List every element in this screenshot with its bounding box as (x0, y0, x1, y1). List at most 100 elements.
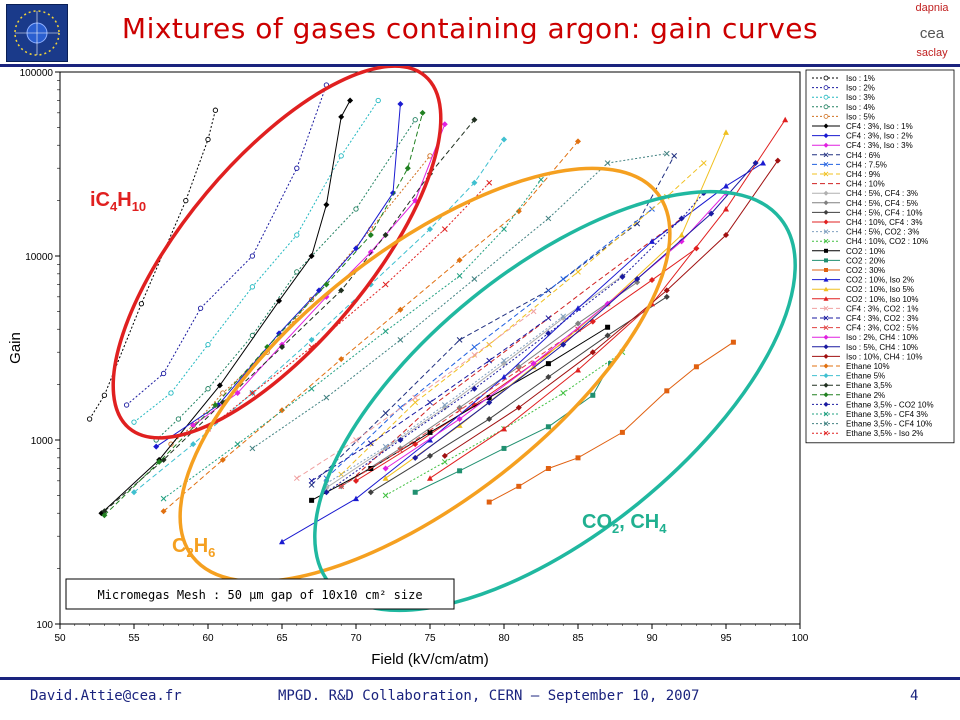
legend-label: CF4 : 3%, CO2 : 1% (846, 304, 918, 313)
x-tick-label: 100 (792, 633, 809, 644)
legend-marker (823, 152, 829, 158)
data-point (427, 399, 433, 406)
legend-box (805, 69, 955, 444)
data-point (160, 495, 167, 502)
data-point (456, 273, 463, 279)
legend-label: CH4 : 5%, CF4 : 5% (846, 199, 918, 208)
data-point (293, 475, 300, 482)
data-point (308, 482, 315, 488)
data-point (427, 437, 433, 443)
legend-label: CF4 : 3%, CO2 : 3% (846, 314, 918, 323)
data-point (309, 497, 315, 503)
legend-marker (823, 133, 829, 139)
legend-label: CH4 : 6% (846, 151, 880, 160)
series-line (101, 100, 351, 514)
series-20 (486, 339, 736, 505)
series-line (340, 281, 638, 487)
series-34 (323, 189, 707, 496)
legend-label: Iso : 5% (846, 112, 875, 121)
series-line (104, 119, 475, 512)
data-point (456, 257, 463, 264)
data-point (671, 153, 678, 159)
data-point (560, 341, 567, 348)
data-point (427, 452, 433, 459)
data-point (205, 341, 211, 348)
data-point (663, 293, 670, 300)
footer-email: David.Attie@cea.fr (30, 688, 182, 704)
data-point (160, 508, 167, 515)
data-point (220, 390, 226, 396)
data-point (456, 407, 463, 414)
data-point (153, 443, 160, 450)
data-point (501, 425, 507, 432)
data-point (382, 281, 389, 288)
data-point (604, 332, 611, 339)
data-point (168, 441, 174, 447)
legend-marker (823, 353, 829, 359)
data-point (216, 382, 223, 389)
data-point (308, 385, 315, 392)
gain-chart: 50 55 60 65 70 75 80 85 90 95 100 100 1000 10000 10000… (7, 66, 955, 668)
legend-label: Iso : 2% (846, 84, 875, 93)
series-16 (323, 313, 567, 487)
data-point (457, 468, 463, 474)
legend-label: CH4 : 5%, CF4 : 3% (846, 189, 918, 198)
data-point (86, 416, 93, 422)
data-point (249, 284, 256, 290)
legend-label: CF4 : 3%, Iso : 1% (846, 122, 913, 131)
annotation-c2h6: C2H6 (172, 535, 215, 560)
legend-label: Ethane 3,5% - CO2 10% (846, 400, 934, 409)
logo-line-saclay: saclay (916, 47, 948, 59)
legend-label: Ethane 5% (846, 372, 885, 381)
data-point (338, 483, 345, 490)
footer-page-number: 4 (910, 688, 919, 704)
legend-marker (823, 277, 829, 282)
data-point (515, 404, 522, 411)
data-point (575, 269, 581, 275)
data-point (471, 385, 478, 392)
legend-marker (823, 315, 829, 321)
data-point (575, 367, 581, 373)
data-point (353, 245, 359, 252)
x-tick-label: 70 (350, 633, 362, 644)
data-point (249, 253, 256, 259)
data-point (412, 489, 418, 495)
series-line (326, 208, 653, 479)
data-point (663, 150, 670, 157)
x-tick-label: 80 (498, 633, 510, 644)
data-point (101, 508, 108, 515)
legend-marker (823, 334, 829, 340)
legend-marker (823, 190, 829, 196)
data-point (382, 475, 389, 481)
legend-label: Iso : 4% (846, 103, 875, 112)
x-tick-label: 95 (720, 633, 732, 644)
series-line (89, 110, 216, 420)
legend-marker (823, 229, 829, 234)
series-line (163, 140, 579, 512)
legend-marker (823, 411, 829, 417)
series-11 (355, 218, 682, 477)
legend-marker (824, 258, 828, 263)
data-point (308, 336, 315, 343)
legend-label: Iso : 3% (846, 93, 875, 102)
data-point (382, 445, 389, 452)
data-point (471, 179, 478, 186)
series-line (444, 160, 779, 457)
legend-label: CO2 : 10%, Iso 10% (846, 295, 918, 304)
legend-marker (823, 219, 829, 225)
data-point (397, 337, 404, 343)
data-point (419, 109, 426, 116)
legend-marker (823, 373, 829, 379)
legend-label: CH4 : 10%, CF4 : 3% (846, 218, 922, 227)
plot-area (59, 71, 801, 625)
data-point (168, 390, 174, 396)
legend-label: Ethane 10% (846, 362, 890, 371)
data-point (279, 344, 285, 351)
legend-marker (823, 142, 829, 148)
data-point (486, 416, 493, 423)
legend-label: CO2 : 10%, Iso 2% (846, 276, 914, 285)
legend-marker (823, 114, 829, 119)
data-point (367, 249, 374, 256)
data-point (382, 443, 389, 450)
data-point (123, 402, 130, 408)
